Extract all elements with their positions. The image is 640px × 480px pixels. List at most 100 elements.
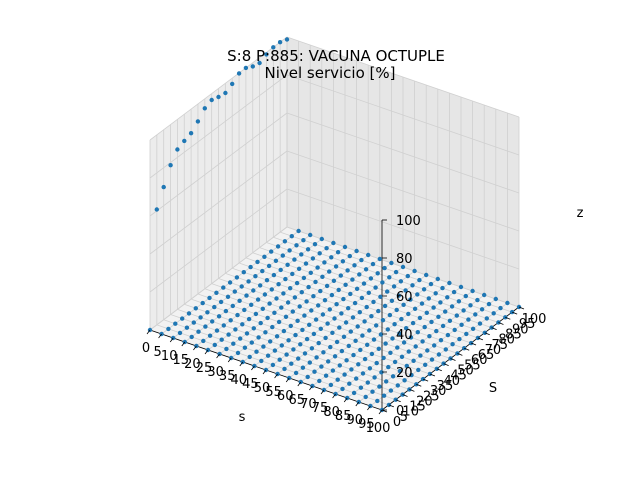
x-tick-label: 60 [277, 389, 294, 404]
data-point [386, 364, 391, 370]
data-point [489, 325, 494, 330]
data-point [354, 376, 359, 381]
z-tick-label: 100 [396, 214, 421, 229]
data-point [293, 370, 299, 376]
x-tick-mark [378, 409, 383, 415]
x-tick-label: 30 [207, 365, 224, 380]
data-point [342, 244, 348, 250]
data-point [248, 264, 253, 270]
data-point [249, 302, 254, 307]
data-point [429, 357, 435, 362]
data-point [233, 327, 238, 332]
data-point [387, 312, 393, 318]
data-point [305, 247, 311, 252]
data-point [357, 310, 362, 315]
data-point [429, 319, 434, 325]
data-point [282, 239, 288, 244]
z-tick-label: 60 [396, 290, 413, 305]
data-point [277, 40, 283, 45]
data-point [282, 366, 287, 372]
data-point [312, 369, 317, 374]
data-point [378, 332, 384, 337]
data-point [240, 322, 245, 327]
data-point [450, 342, 455, 347]
data-point [410, 320, 416, 326]
data-point [325, 321, 330, 326]
data-point [272, 310, 277, 315]
x-tick-label: 100 [366, 421, 391, 436]
x-tick-mark [251, 365, 255, 371]
data-point [263, 330, 268, 335]
data-point [389, 260, 394, 266]
data-point [379, 370, 384, 375]
data-point [251, 326, 256, 331]
data-point [390, 374, 396, 379]
data-point [261, 344, 266, 349]
data-point [353, 338, 358, 343]
data-point [408, 335, 414, 340]
data-point [228, 318, 233, 323]
data-point [339, 311, 344, 316]
grid-line-z [286, 74, 520, 156]
data-point [298, 342, 303, 347]
data-point [356, 362, 361, 367]
x-tick-label: 20 [184, 357, 201, 372]
x-axis-label: s [239, 410, 246, 425]
data-point [253, 274, 258, 279]
data-point [360, 371, 366, 376]
data-point [296, 228, 301, 234]
data-point [426, 296, 431, 301]
data-point [272, 348, 278, 353]
data-point [350, 277, 355, 282]
x-tick-mark [216, 353, 220, 359]
data-point [341, 334, 347, 339]
y-tick-label: 40 [444, 374, 461, 389]
data-point [334, 302, 339, 307]
data-point [305, 374, 310, 380]
data-point [324, 246, 329, 251]
data-point [397, 331, 402, 336]
data-point [292, 295, 298, 300]
data-point [396, 293, 401, 298]
data-point [350, 315, 356, 320]
x-tick-mark [181, 341, 186, 347]
grid-line-z [149, 74, 288, 179]
data-point [308, 232, 313, 238]
data-point [308, 270, 313, 275]
grid-line-z [149, 150, 288, 255]
data-point [425, 348, 430, 353]
data-point [351, 390, 357, 396]
data-point [418, 353, 423, 358]
data-point [182, 138, 187, 144]
data-point [385, 327, 390, 332]
data-point [288, 286, 293, 291]
grid-line-z [149, 188, 288, 293]
data-point [311, 294, 316, 299]
data-point [404, 326, 409, 331]
data-point [496, 320, 501, 325]
data-point [402, 378, 407, 383]
data-point [246, 316, 252, 322]
data-point [193, 306, 198, 311]
x-tick-mark [146, 329, 151, 335]
data-point [319, 364, 324, 369]
data-point [417, 315, 423, 321]
data-point [382, 265, 387, 271]
x-tick-mark [158, 333, 162, 339]
data-point [218, 299, 224, 305]
data-point [440, 323, 446, 329]
data-point [271, 272, 277, 278]
data-point [318, 288, 323, 294]
data-point [232, 289, 237, 294]
data-point [352, 263, 357, 268]
data-point [269, 249, 274, 254]
data-point [344, 358, 349, 363]
data-point [443, 309, 448, 314]
data-point [341, 296, 346, 302]
data-point [303, 261, 309, 266]
data-point [438, 300, 443, 305]
data-point [281, 291, 286, 296]
data-point [347, 253, 352, 259]
data-point [310, 256, 316, 261]
data-point [368, 276, 374, 281]
